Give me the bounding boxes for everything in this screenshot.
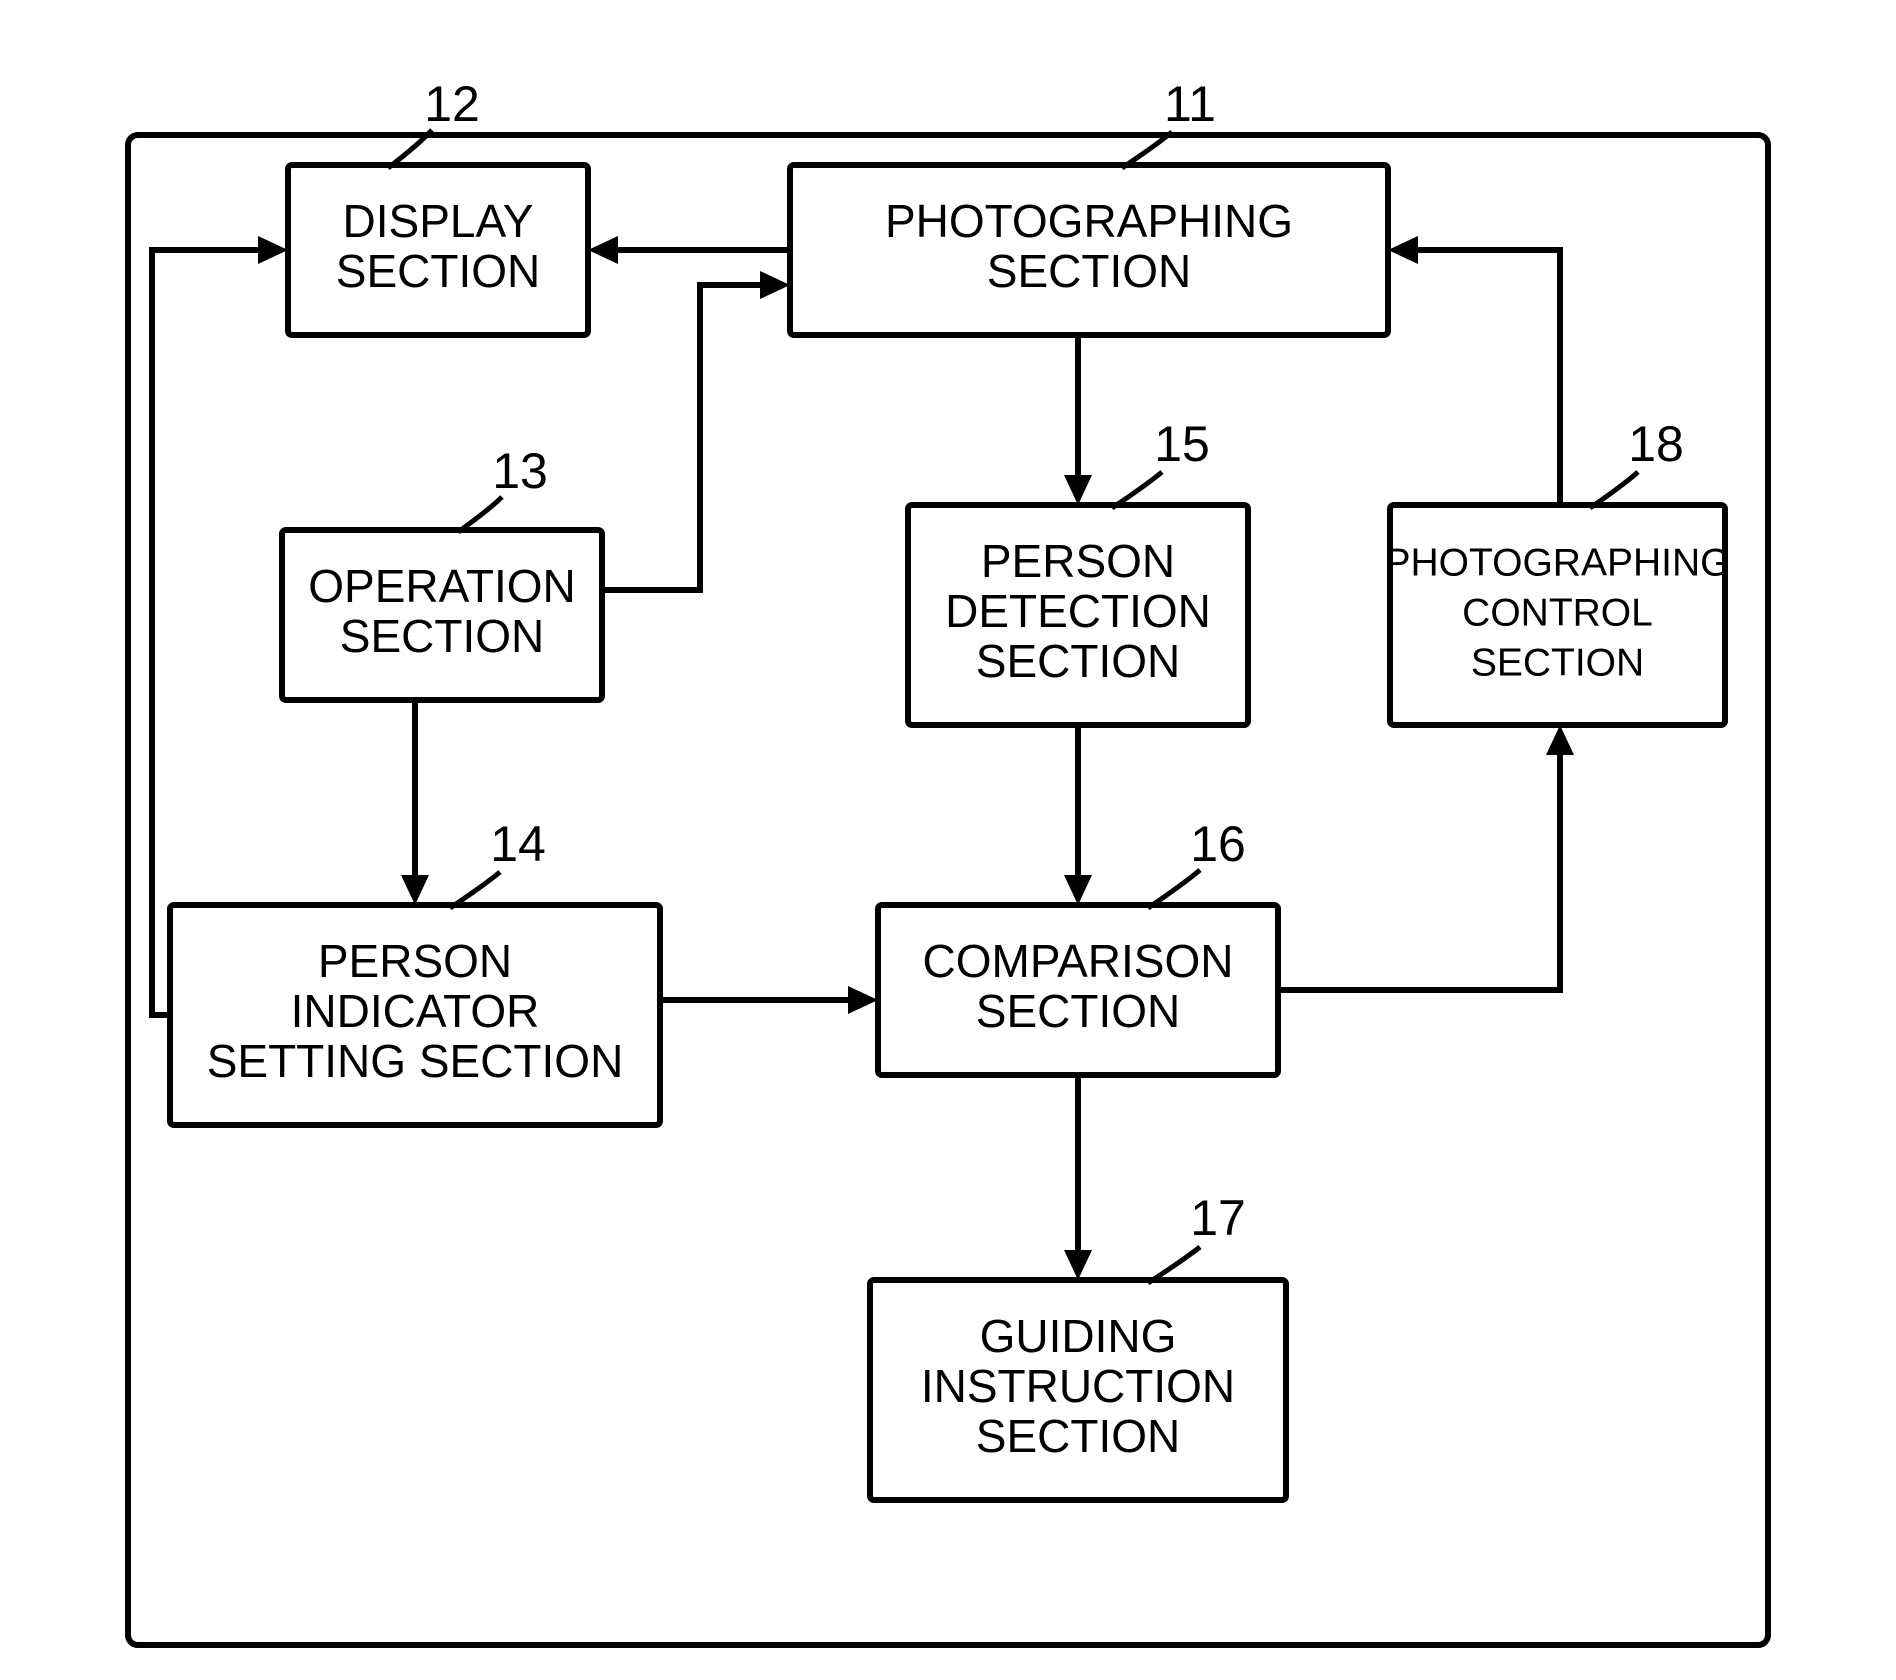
block-guiding-label-line-2: INSTRUCTION xyxy=(921,1360,1235,1412)
block-operation-number: 13 xyxy=(492,443,548,499)
block-person_detection: PERSONDETECTIONSECTION xyxy=(908,505,1248,725)
arrowhead xyxy=(588,236,618,264)
block-guiding-number: 17 xyxy=(1190,1190,1246,1246)
block-person_detection-label-line-2: DETECTION xyxy=(945,585,1211,637)
block-person_indicator-label-line-3: SETTING SECTION xyxy=(207,1035,624,1087)
block-photographing-label-line-2: SECTION xyxy=(987,245,1191,297)
edge-person_indicator-to-display xyxy=(152,250,260,1015)
block-display-number: 12 xyxy=(424,76,480,132)
block-photographing_control-label-line-3: SECTION xyxy=(1471,641,1644,684)
arrowhead xyxy=(401,875,429,905)
block-photographing_control-label-line-1: PHOTOGRAPHING xyxy=(1385,541,1731,584)
block-guiding: GUIDINGINSTRUCTIONSECTION xyxy=(870,1280,1286,1500)
arrowhead xyxy=(258,236,288,264)
arrowhead xyxy=(1064,1250,1092,1280)
block-display-label-line-2: SECTION xyxy=(336,245,540,297)
arrowhead xyxy=(1388,236,1418,264)
arrowhead xyxy=(760,271,790,299)
block-comparison-number: 16 xyxy=(1190,816,1246,872)
arrowhead xyxy=(1546,725,1574,755)
arrowhead xyxy=(1064,475,1092,505)
edge-operation-to-photographing xyxy=(602,285,762,590)
arrowhead xyxy=(1064,875,1092,905)
block-photographing_control-label-line-2: CONTROL xyxy=(1462,591,1653,634)
block-operation: OPERATIONSECTION xyxy=(282,530,602,700)
arrowhead xyxy=(848,986,878,1014)
block-guiding-label-line-3: SECTION xyxy=(976,1410,1180,1462)
block-photographing-label-line-1: PHOTOGRAPHING xyxy=(885,195,1293,247)
block-person_indicator-number: 14 xyxy=(490,816,546,872)
block-display: DISPLAYSECTION xyxy=(288,165,588,335)
block-comparison-label-line-2: SECTION xyxy=(976,985,1180,1037)
block-comparison: COMPARISONSECTION xyxy=(878,905,1278,1075)
edge-photographing_control-to-photographing xyxy=(1416,250,1560,505)
block-operation-label-line-1: OPERATION xyxy=(308,560,576,612)
block-operation-label-line-2: SECTION xyxy=(340,610,544,662)
edge-comparison-to-photographing_control xyxy=(1278,753,1560,990)
block-person_indicator: PERSONINDICATORSETTING SECTION xyxy=(170,905,660,1125)
block-guiding-label-line-1: GUIDING xyxy=(980,1310,1177,1362)
block-comparison-label-line-1: COMPARISON xyxy=(923,935,1234,987)
block-display-label-line-1: DISPLAY xyxy=(343,195,534,247)
block-person_detection-label-line-1: PERSON xyxy=(981,535,1175,587)
block-person_indicator-label-line-1: PERSON xyxy=(318,935,512,987)
block-photographing_control: PHOTOGRAPHING CONTROL SECTION xyxy=(1385,505,1731,725)
block-person_detection-label-line-3: SECTION xyxy=(976,635,1180,687)
block-photographing-number: 11 xyxy=(1164,76,1216,132)
block-photographing: PHOTOGRAPHINGSECTION xyxy=(790,165,1388,335)
block-person_indicator-label-line-2: INDICATOR xyxy=(291,985,540,1037)
block-photographing_control-number: 18 xyxy=(1628,416,1684,472)
block-person_detection-number: 15 xyxy=(1154,416,1210,472)
boxes-group: PHOTOGRAPHINGSECTIONDISPLAYSECTIONOPERAT… xyxy=(170,165,1731,1500)
leader-operation xyxy=(458,497,502,532)
